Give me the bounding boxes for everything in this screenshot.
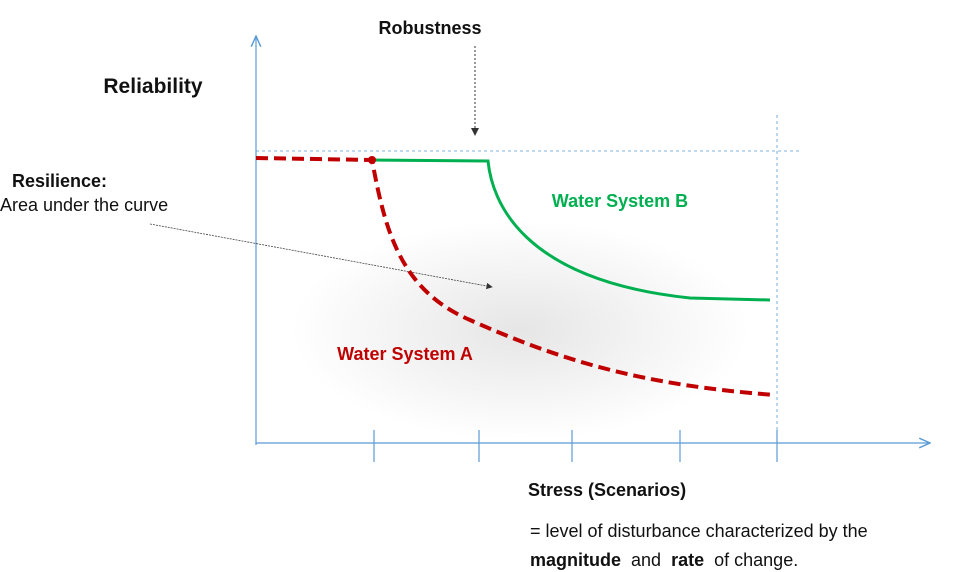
text-part: rate bbox=[671, 550, 704, 570]
text-part: of change. bbox=[714, 550, 798, 570]
shadow bbox=[290, 220, 750, 440]
text-part: and bbox=[631, 550, 661, 570]
label: Area under the curve bbox=[0, 195, 168, 215]
label: Stress (Scenarios) bbox=[528, 480, 686, 500]
description: = level of disturbance characterized by … bbox=[530, 521, 868, 541]
resilience-arrow bbox=[149, 223, 493, 290]
label: Resilience: bbox=[12, 171, 107, 191]
label: Reliability bbox=[103, 75, 203, 98]
label: Water System A bbox=[337, 344, 473, 364]
curve-system-b bbox=[371, 158, 771, 302]
description: magnitude and rate of change. bbox=[530, 550, 798, 570]
label: Water System B bbox=[552, 191, 688, 211]
text-part: magnitude bbox=[530, 550, 621, 570]
break-point bbox=[368, 156, 376, 164]
curve-system-a bbox=[255, 156, 776, 397]
label: Robustness bbox=[378, 18, 481, 38]
